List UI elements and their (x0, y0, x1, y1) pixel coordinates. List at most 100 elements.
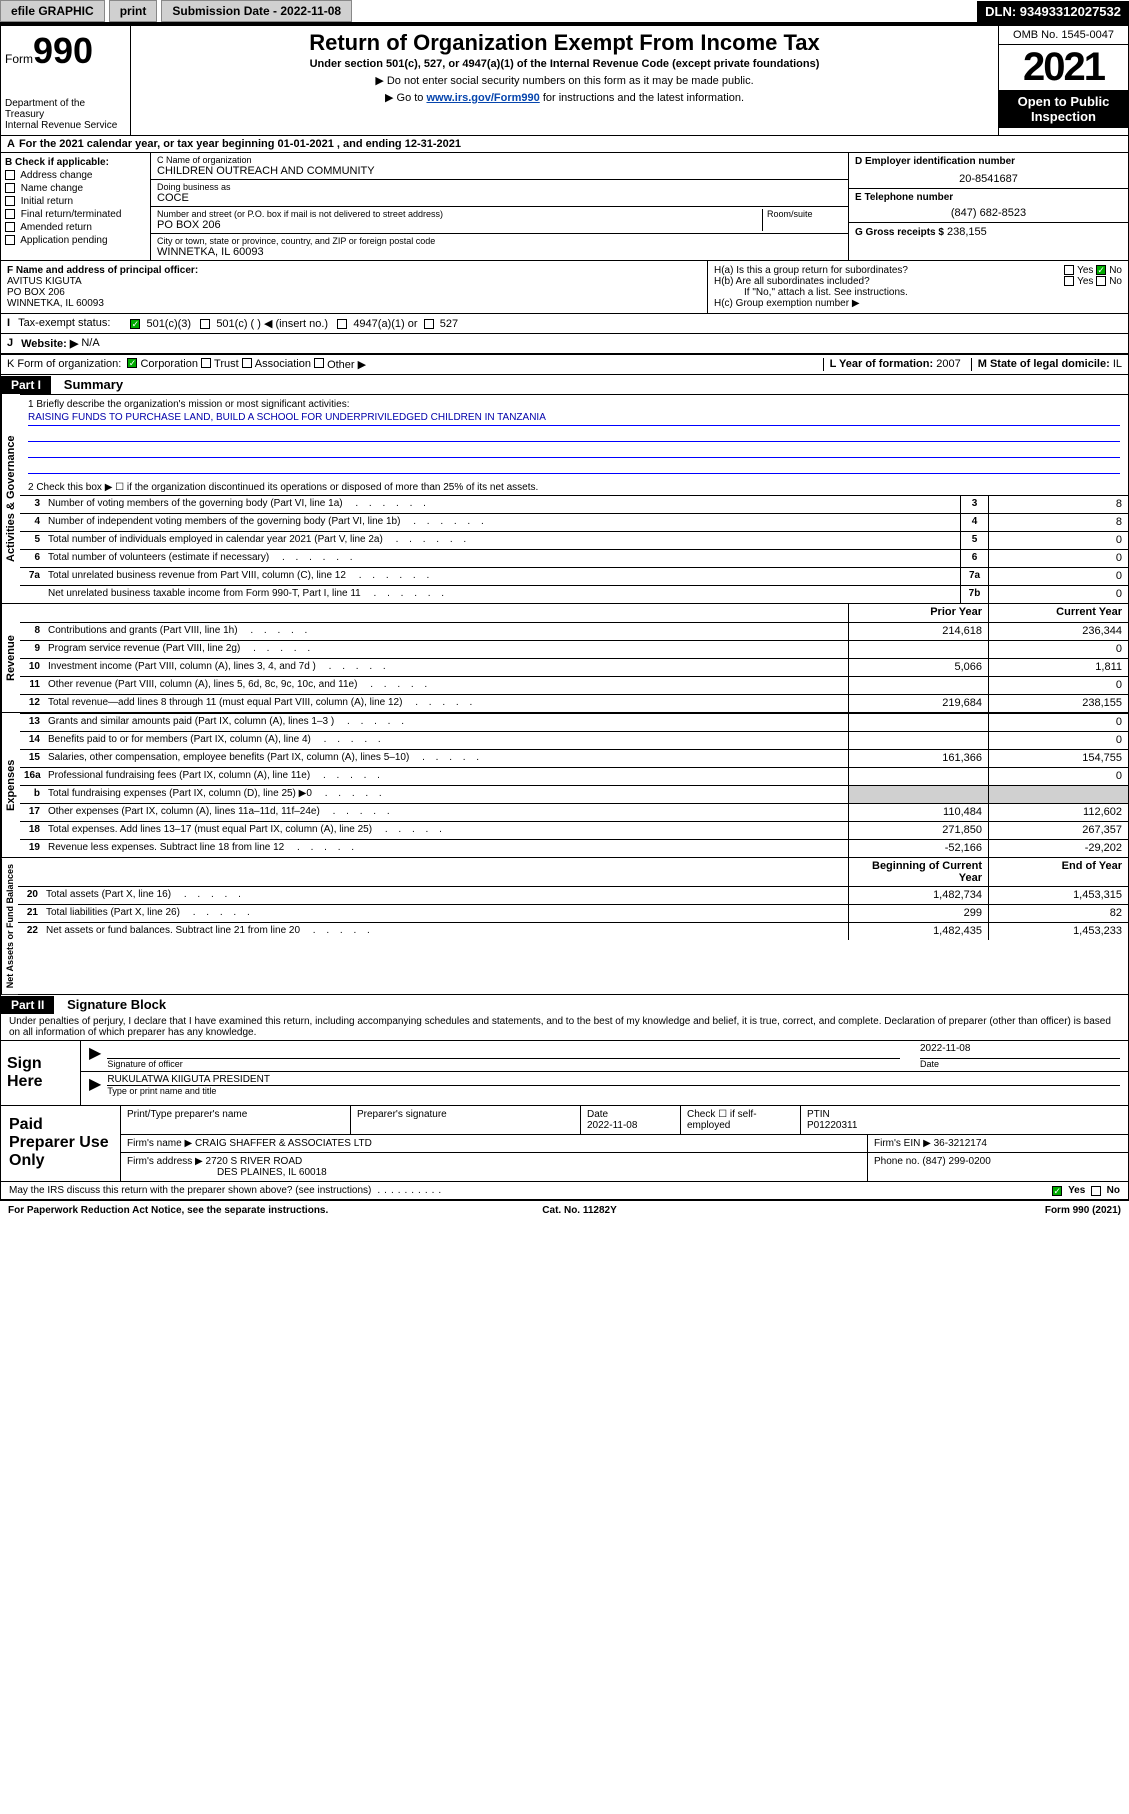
applicable-checkbox[interactable] (5, 209, 15, 219)
501c-checkbox[interactable] (200, 319, 210, 329)
curr-hdr: Current Year (988, 604, 1128, 622)
yes-label2: Yes (1077, 276, 1093, 287)
other-checkbox[interactable] (314, 358, 324, 368)
irs-link[interactable]: www.irs.gov/Form990 (426, 92, 539, 104)
mission-label: 1 Briefly describe the organization's mi… (28, 399, 1120, 410)
mission-blank1 (28, 428, 1120, 442)
arrow-icon2: ▶ (89, 1074, 101, 1096)
submission-date: Submission Date - 2022-11-08 (161, 0, 352, 22)
501c3-checkbox[interactable] (130, 319, 140, 329)
opt-trust: Trust (214, 358, 239, 371)
summary-row: 4Number of independent voting members of… (20, 513, 1128, 531)
gross-label: G Gross receipts $ (855, 227, 944, 238)
mission-text: RAISING FUNDS TO PURCHASE LAND, BUILD A … (28, 412, 1120, 426)
paid-preparer-block: Paid Preparer Use Only Print/Type prepar… (0, 1106, 1129, 1182)
applicable-checkbox[interactable] (5, 183, 15, 193)
f-label: F Name and address of principal officer: (7, 265, 198, 276)
assoc-checkbox[interactable] (242, 358, 252, 368)
section-b-header: B Check if applicable: (5, 157, 146, 168)
tax-year: 2021 (999, 45, 1128, 90)
discuss-yes: Yes (1068, 1185, 1085, 1196)
summary-row: 20Total assets (Part X, line 16) . . . .… (18, 886, 1128, 904)
beg-hdr: Beginning of Current Year (848, 858, 988, 886)
opt-4947: 4947(a)(1) or (353, 318, 417, 330)
taxexempt-label: Tax-exempt status: (18, 317, 110, 330)
prep-name-hdr: Print/Type preparer's name (121, 1106, 351, 1134)
summary-row: 19Revenue less expenses. Subtract line 1… (20, 839, 1128, 857)
ha-no-checkbox[interactable] (1096, 265, 1106, 275)
ha-yes-checkbox[interactable] (1064, 265, 1074, 275)
ein-label: D Employer identification number (855, 156, 1122, 167)
sig-officer-label: Signature of officer (107, 1059, 900, 1069)
print-button[interactable]: print (109, 0, 158, 22)
applicable-checkbox[interactable] (5, 170, 15, 180)
527-checkbox[interactable] (424, 319, 434, 329)
hb-yes-checkbox[interactable] (1064, 276, 1074, 286)
section-deg: D Employer identification number 20-8541… (848, 153, 1128, 260)
hb-row: H(b) Are all subordinates included? Yes … (714, 276, 1122, 287)
mission-blank2 (28, 444, 1120, 458)
hb-no-checkbox[interactable] (1096, 276, 1106, 286)
applicable-checkbox[interactable] (5, 196, 15, 206)
city-label: City or town, state or province, country… (157, 236, 842, 246)
checkbox-item: Initial return (5, 196, 146, 207)
form-id-block: Form990 Department of the Treasury Inter… (1, 26, 131, 135)
applicable-checkbox[interactable] (5, 235, 15, 245)
firm-label: Firm's name ▶ (127, 1138, 192, 1149)
part1-num: Part I (1, 376, 51, 394)
firm-ein-label: Firm's EIN ▶ (874, 1138, 931, 1149)
room-label: Room/suite (767, 209, 842, 219)
section-i: I Tax-exempt status: 501(c)(3) 501(c) ( … (0, 313, 1129, 333)
summary-row: 8Contributions and grants (Part VIII, li… (20, 622, 1128, 640)
exp-tab: Expenses (1, 713, 20, 857)
sign-here-block: Sign Here ▶ Signature of officer 2022-11… (0, 1041, 1129, 1106)
summary-row: 17Other expenses (Part IX, column (A), l… (20, 803, 1128, 821)
page-footer: For Paperwork Reduction Act Notice, see … (0, 1200, 1129, 1220)
part1-title: Summary (54, 375, 133, 394)
discuss-yes-checkbox[interactable] (1052, 1186, 1062, 1196)
gov-tab: Activities & Governance (1, 394, 20, 603)
hc-label: H(c) Group exemption number ▶ (714, 298, 1122, 309)
yes-label: Yes (1077, 265, 1093, 276)
firm-addr-label: Firm's address ▶ (127, 1156, 203, 1167)
net-section: Net Assets or Fund Balances Beginning of… (0, 857, 1129, 995)
l-label: L Year of formation: (830, 358, 934, 370)
opt-501c: 501(c) ( ) ◀ (insert no.) (216, 318, 328, 330)
no-label2: No (1109, 276, 1122, 287)
discuss-no-checkbox[interactable] (1091, 1186, 1101, 1196)
dln-label: DLN: 93493312027532 (977, 1, 1129, 22)
net-header: Beginning of Current Year End of Year (18, 858, 1128, 886)
dba-value: COCE (157, 192, 842, 204)
summary-row: 14Benefits paid to or for members (Part … (20, 731, 1128, 749)
prep-date-hdr: Date (587, 1109, 674, 1120)
rev-section: Revenue Prior Year Current Year 8Contrib… (0, 603, 1129, 712)
summary-row: 10Investment income (Part VIII, column (… (20, 658, 1128, 676)
name-title-label: Type or print name and title (107, 1086, 1120, 1096)
summary-row: 21Total liabilities (Part X, line 26) . … (18, 904, 1128, 922)
form-header: Form990 Department of the Treasury Inter… (0, 24, 1129, 136)
trust-checkbox[interactable] (201, 358, 211, 368)
self-emp-hdr: Check ☐ if self-employed (681, 1106, 801, 1134)
form-note2: ▶ Go to www.irs.gov/Form990 for instruct… (137, 91, 992, 104)
ptin-value: P01220311 (807, 1120, 1122, 1131)
sign-date: 2022-11-08 (920, 1043, 1120, 1059)
checkbox-item: Name change (5, 183, 146, 194)
corp-checkbox[interactable] (127, 358, 137, 368)
efile-label: efile GRAPHIC (0, 0, 105, 22)
applicable-checkbox[interactable] (5, 222, 15, 232)
hb-note: If "No," attach a list. See instructions… (744, 287, 1122, 298)
topbar: efile GRAPHIC print Submission Date - 20… (0, 0, 1129, 24)
opt-assoc: Association (255, 358, 311, 371)
firm-city: DES PLAINES, IL 60018 (217, 1167, 327, 1178)
4947-checkbox[interactable] (337, 319, 347, 329)
yearline-text: For the 2021 calendar year, or tax year … (19, 138, 461, 150)
checkbox-item: Final return/terminated (5, 209, 146, 220)
entity-block: B Check if applicable: Address change Na… (0, 153, 1129, 260)
ein-value: 20-8541687 (855, 173, 1122, 185)
section-j: J Website: ▶ N/A (0, 333, 1129, 354)
website-value: N/A (81, 337, 99, 350)
summary-row: 15Salaries, other compensation, employee… (20, 749, 1128, 767)
prep-sig-hdr: Preparer's signature (351, 1106, 581, 1134)
checkbox-item: Amended return (5, 222, 146, 233)
summary-row: 22Net assets or fund balances. Subtract … (18, 922, 1128, 940)
